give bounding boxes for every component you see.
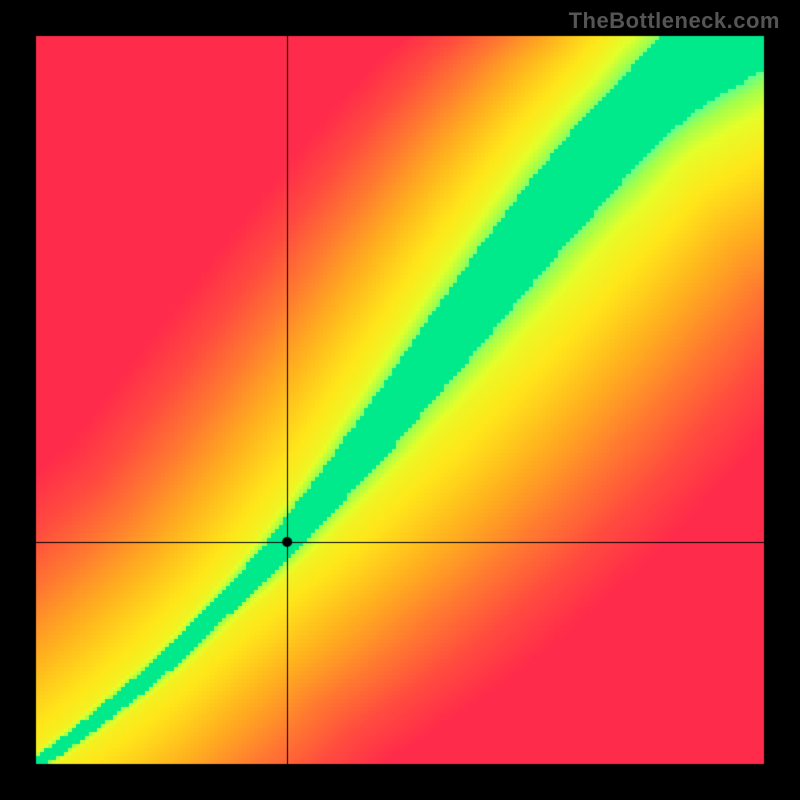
- watermark-text: TheBottleneck.com: [569, 8, 780, 34]
- bottleneck-heatmap: [0, 0, 800, 800]
- chart-container: { "watermark": { "text": "TheBottleneck.…: [0, 0, 800, 800]
